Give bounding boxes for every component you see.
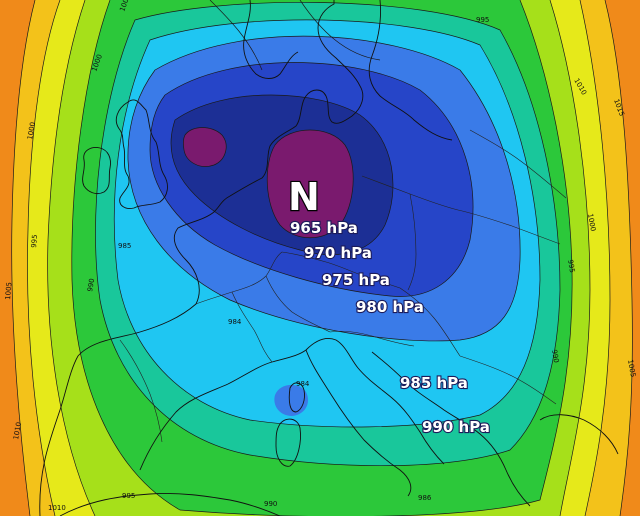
isobar-label: 995 bbox=[566, 259, 576, 274]
isobar-label: 995 bbox=[122, 492, 135, 500]
coastline-continent bbox=[39, 0, 364, 516]
border-line bbox=[457, 209, 561, 245]
isobar-label: 1010 bbox=[12, 421, 23, 440]
coastline-north-africa bbox=[59, 493, 281, 516]
isobar-label: 995 bbox=[476, 16, 489, 24]
border-line bbox=[195, 251, 283, 305]
pressure-label-965: 965 hPa bbox=[290, 219, 358, 237]
isobar-label: 985 bbox=[118, 242, 131, 250]
isobar-label: 1000 bbox=[26, 121, 37, 140]
low-pressure-symbol: N bbox=[288, 175, 320, 219]
coastline-italy bbox=[305, 349, 412, 497]
coastline-baltic bbox=[368, 0, 453, 141]
isobar-label: 1000 bbox=[586, 213, 597, 232]
border-line bbox=[231, 291, 273, 363]
pressure-label-group: 965 hPa 970 hPa 975 hPa 980 hPa 985 hPa … bbox=[289, 218, 491, 437]
border-line bbox=[399, 287, 461, 357]
pressure-label-970: 970 hPa bbox=[304, 244, 372, 262]
isobar-line bbox=[47, 0, 96, 516]
border-line bbox=[281, 251, 401, 289]
coastline-great-britain bbox=[115, 99, 168, 209]
isobar-line bbox=[182, 127, 227, 167]
coastlines bbox=[39, 0, 619, 516]
isobar-label: 1005 bbox=[4, 282, 14, 300]
isobar-line bbox=[11, 0, 36, 516]
isobar-line bbox=[604, 0, 633, 516]
coastline-mediterranean bbox=[139, 338, 445, 471]
border-line bbox=[469, 129, 567, 199]
isobar-line bbox=[95, 1, 561, 467]
coastline-black-sea bbox=[539, 414, 619, 455]
isobar-label: 995 bbox=[30, 234, 39, 248]
isobar-line bbox=[127, 35, 521, 342]
isobar-label: 990 bbox=[550, 349, 560, 364]
band-965-west bbox=[183, 127, 227, 167]
coastline-sardinia bbox=[275, 418, 301, 467]
country-borders bbox=[119, 129, 567, 443]
border-line bbox=[119, 339, 163, 443]
band-965-east bbox=[267, 130, 354, 238]
pressure-label-990: 990 hPa bbox=[422, 418, 490, 436]
isobar-line bbox=[71, 0, 573, 516]
band-985-island bbox=[274, 384, 309, 416]
isobar-line bbox=[27, 0, 61, 516]
isobar-label: 984 bbox=[296, 380, 310, 388]
isobar-label: 984 bbox=[228, 318, 242, 326]
coastline-ireland bbox=[82, 147, 111, 195]
isobar-lines bbox=[11, 0, 633, 516]
pressure-label-985: 985 hPa bbox=[400, 374, 468, 392]
pressure-label-980: 980 hPa bbox=[356, 298, 424, 316]
border-line bbox=[265, 275, 331, 333]
isobar-label: 990 bbox=[264, 500, 277, 508]
isobar-line bbox=[549, 0, 591, 516]
border-line bbox=[459, 355, 557, 405]
coastline-corsica bbox=[288, 382, 305, 413]
coastline-balkans bbox=[371, 351, 531, 507]
isobar-label: 986 bbox=[418, 494, 432, 502]
pressure-label-975: 975 hPa bbox=[322, 271, 390, 289]
isobar-line bbox=[170, 94, 394, 255]
coastline-norway bbox=[243, 0, 299, 79]
isobar-label: 1010 bbox=[48, 504, 66, 512]
isobar-line bbox=[266, 129, 354, 238]
isobar-line bbox=[113, 19, 541, 428]
border-line bbox=[329, 330, 415, 347]
isobar-label: 990 bbox=[86, 278, 96, 293]
border-line bbox=[407, 193, 417, 291]
isobar-label: 1005 bbox=[626, 359, 637, 378]
isobar-line bbox=[209, 0, 381, 71]
isobar-line bbox=[579, 0, 611, 516]
isobar-line bbox=[149, 62, 474, 297]
